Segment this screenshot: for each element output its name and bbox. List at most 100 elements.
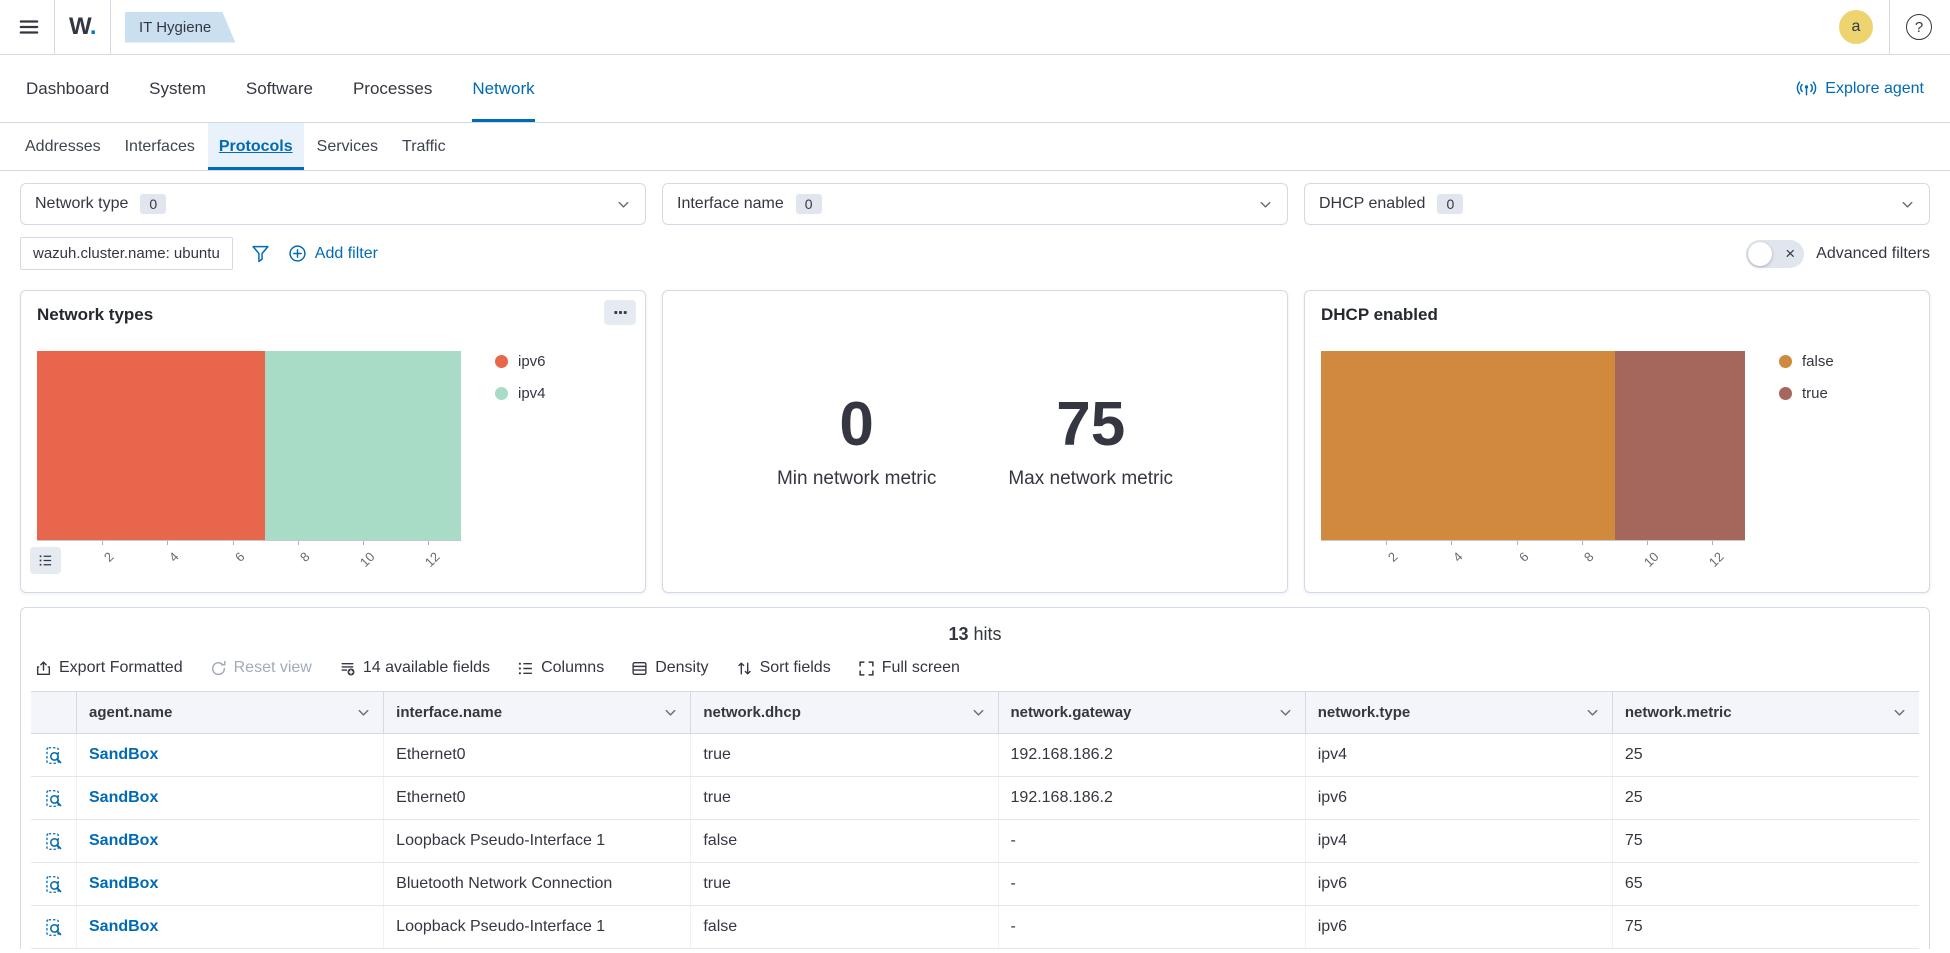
legend-item-ipv6[interactable]: ipv6	[495, 353, 546, 370]
density-button[interactable]: Density	[631, 659, 708, 677]
full-screen-button[interactable]: Full screen	[858, 659, 960, 677]
filter-pill[interactable]: wazuh.cluster.name: ubuntu	[20, 237, 233, 270]
axis-tick-label: 2	[1385, 549, 1401, 565]
axis-tick	[1517, 541, 1518, 545]
wazuh-logo[interactable]: W.	[69, 13, 96, 41]
axis-tick-label: 2	[101, 549, 117, 565]
nav-tab-network[interactable]: Network	[472, 55, 534, 122]
subnav-tab-addresses[interactable]: Addresses	[14, 123, 112, 170]
cell-agent-name: SandBox	[77, 906, 384, 948]
cell-network-gateway: -	[999, 863, 1306, 905]
inspect-document-icon[interactable]	[44, 746, 63, 765]
sort-fields-button[interactable]: Sort fields	[736, 659, 831, 677]
inspect-document-icon[interactable]	[44, 918, 63, 937]
cell-interface-name: Loopback Pseudo-Interface 1	[384, 906, 691, 948]
breadcrumb[interactable]: IT Hygiene	[125, 12, 235, 43]
axis-tick	[428, 541, 429, 545]
legend-label: ipv4	[518, 385, 546, 402]
cell-network-metric: 75	[1613, 820, 1919, 862]
columns-button[interactable]: Columns	[517, 659, 604, 677]
subnav-tab-traffic[interactable]: Traffic	[391, 123, 457, 170]
legend-item-false[interactable]: false	[1779, 353, 1834, 370]
agent-name-link[interactable]: SandBox	[89, 918, 158, 936]
chevron-down-icon[interactable]	[663, 705, 678, 720]
cell-network-dhcp: true	[691, 863, 998, 905]
legend-label: ipv6	[518, 353, 546, 370]
cell-network-metric: 75	[1613, 906, 1919, 948]
table-row: SandBoxEthernet0true192.168.186.2ipv625	[31, 777, 1919, 820]
control-column-header	[31, 692, 77, 733]
chevron-down-icon[interactable]	[356, 705, 371, 720]
chevron-down-icon[interactable]	[1278, 705, 1293, 720]
cell-agent-name: SandBox	[77, 777, 384, 819]
avatar[interactable]: a	[1839, 10, 1873, 44]
inspect-document-icon[interactable]	[44, 832, 63, 851]
subnav-tab-protocols[interactable]: Protocols	[208, 123, 304, 170]
hamburger-menu-icon[interactable]	[18, 16, 40, 38]
filter-select-network-type[interactable]: Network type0	[20, 183, 646, 225]
add-filter-label: Add filter	[315, 245, 378, 263]
table-row: SandBoxLoopback Pseudo-Interface 1false-…	[31, 906, 1919, 949]
agent-name-link[interactable]: SandBox	[89, 875, 158, 893]
metric-group: 0 Min network metric 75 Max network metr…	[679, 305, 1271, 578]
nav-tab-processes[interactable]: Processes	[353, 55, 432, 122]
bar-segment-false[interactable]	[1321, 351, 1615, 540]
axis-tick-label: 4	[1450, 549, 1466, 565]
column-header-label: agent.name	[89, 704, 172, 721]
axis-tick-label: 12	[1706, 549, 1727, 570]
chevron-down-icon	[1258, 197, 1273, 212]
add-filter-button[interactable]: Add filter	[288, 244, 378, 263]
column-header-network-dhcp[interactable]: network.dhcp	[691, 692, 998, 733]
nav-tab-system[interactable]: System	[149, 55, 206, 122]
filter-select-dhcp-enabled[interactable]: DHCP enabled0	[1304, 183, 1930, 225]
stacked-bar	[1321, 351, 1745, 541]
nav-tab-software[interactable]: Software	[246, 55, 313, 122]
column-header-interface-name[interactable]: interface.name	[384, 692, 691, 733]
axis-tick-label: 4	[166, 549, 182, 565]
advanced-filters-toggle[interactable]: ×	[1746, 240, 1804, 268]
legend-item-true[interactable]: true	[1779, 385, 1834, 402]
bar-segment-ipv6[interactable]	[37, 351, 265, 540]
export-formatted-button[interactable]: Export Formatted	[35, 659, 183, 677]
min-network-metric: 0 Min network metric	[777, 394, 936, 490]
inspect-document-icon[interactable]	[44, 789, 63, 808]
legend-list-icon[interactable]	[30, 547, 61, 574]
panel-title: Network types	[37, 305, 629, 325]
filter-funnel-icon[interactable]	[251, 244, 270, 263]
column-header-network-type[interactable]: network.type	[1306, 692, 1613, 733]
panel-options-icon[interactable]	[604, 300, 636, 325]
metric-value: 75	[1008, 394, 1173, 456]
axis-tick	[1451, 541, 1452, 545]
filter-select-interface-name[interactable]: Interface name0	[662, 183, 1288, 225]
agent-name-link[interactable]: SandBox	[89, 789, 158, 807]
chevron-down-icon[interactable]	[1585, 705, 1600, 720]
panel-network-types: Network types 24681012ipv6ipv4	[20, 290, 646, 593]
bar-segment-ipv4[interactable]	[265, 351, 461, 540]
explore-agent-button[interactable]: Explore agent	[1796, 79, 1924, 98]
column-header-label: interface.name	[396, 704, 502, 721]
reset-view-button[interactable]: Reset view	[210, 659, 312, 677]
14-available-fields-button[interactable]: 14 available fields	[339, 659, 490, 677]
axis-tick	[298, 541, 299, 545]
plus-circle-icon	[288, 244, 307, 263]
x-axis: 24681012	[1321, 541, 1745, 585]
cell-network-dhcp: false	[691, 820, 998, 862]
nav-tab-dashboard[interactable]: Dashboard	[26, 55, 109, 122]
legend-item-ipv4[interactable]: ipv4	[495, 385, 546, 402]
agent-name-link[interactable]: SandBox	[89, 832, 158, 850]
hits-count: 13 hits	[31, 616, 1919, 657]
column-header-network-metric[interactable]: network.metric	[1613, 692, 1919, 733]
agent-name-link[interactable]: SandBox	[89, 746, 158, 764]
inspect-document-icon[interactable]	[44, 875, 63, 894]
row-controls	[31, 777, 77, 819]
subnav-tab-interfaces[interactable]: Interfaces	[114, 123, 206, 170]
help-icon[interactable]: ?	[1906, 14, 1932, 40]
chevron-down-icon[interactable]	[1892, 705, 1907, 720]
column-header-network-gateway[interactable]: network.gateway	[999, 692, 1306, 733]
subnav-tab-services[interactable]: Services	[306, 123, 389, 170]
metric-value: 0	[777, 394, 936, 456]
column-header-agent-name[interactable]: agent.name	[77, 692, 384, 733]
chevron-down-icon[interactable]	[971, 705, 986, 720]
bar-segment-true[interactable]	[1615, 351, 1745, 540]
cell-agent-name: SandBox	[77, 863, 384, 905]
